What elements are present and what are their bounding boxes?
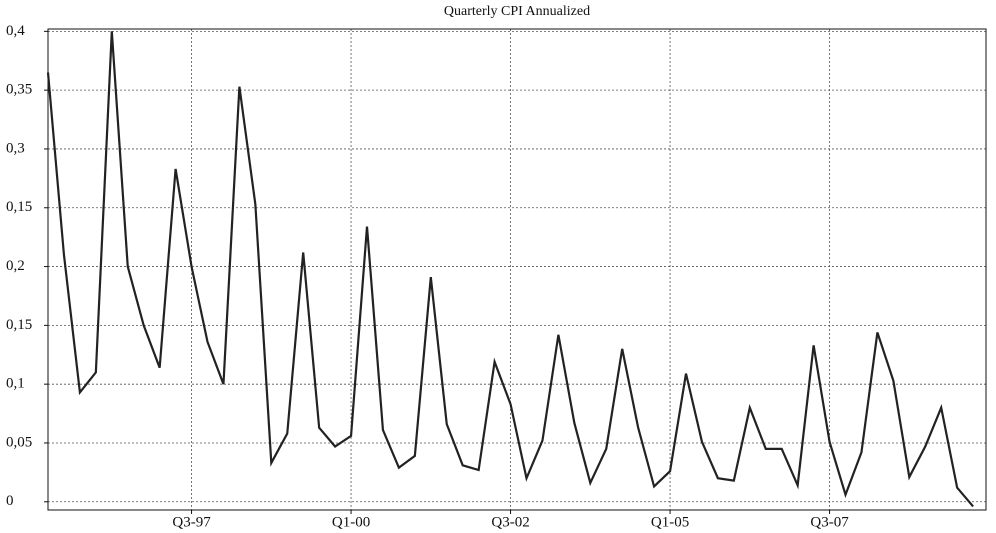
y-tick-label: 0,15 [6,317,32,333]
y-tick-label: 0,35 [6,82,32,98]
y-tick-label: 0,05 [6,434,32,450]
x-tick-label: Q3-97 [172,514,211,530]
x-tick-label: Q1-00 [332,514,370,530]
x-tick-label: Q3-02 [491,514,529,530]
y-tick-label: 0,3 [6,140,25,156]
plot-frame [47,28,987,511]
y-tick-label: 0,15 [6,199,32,215]
y-tick-label: 0,2 [6,258,25,274]
y-tick-label: 0,4 [6,23,25,39]
y-tick-label: 0,1 [6,376,25,392]
x-tick-label: Q1-05 [651,514,689,530]
y-tick-label: 0 [6,493,14,509]
data-line [46,31,974,508]
x-tick-label: Q3-07 [810,514,849,530]
chart-title: Quarterly CPI Annualized [444,4,590,19]
